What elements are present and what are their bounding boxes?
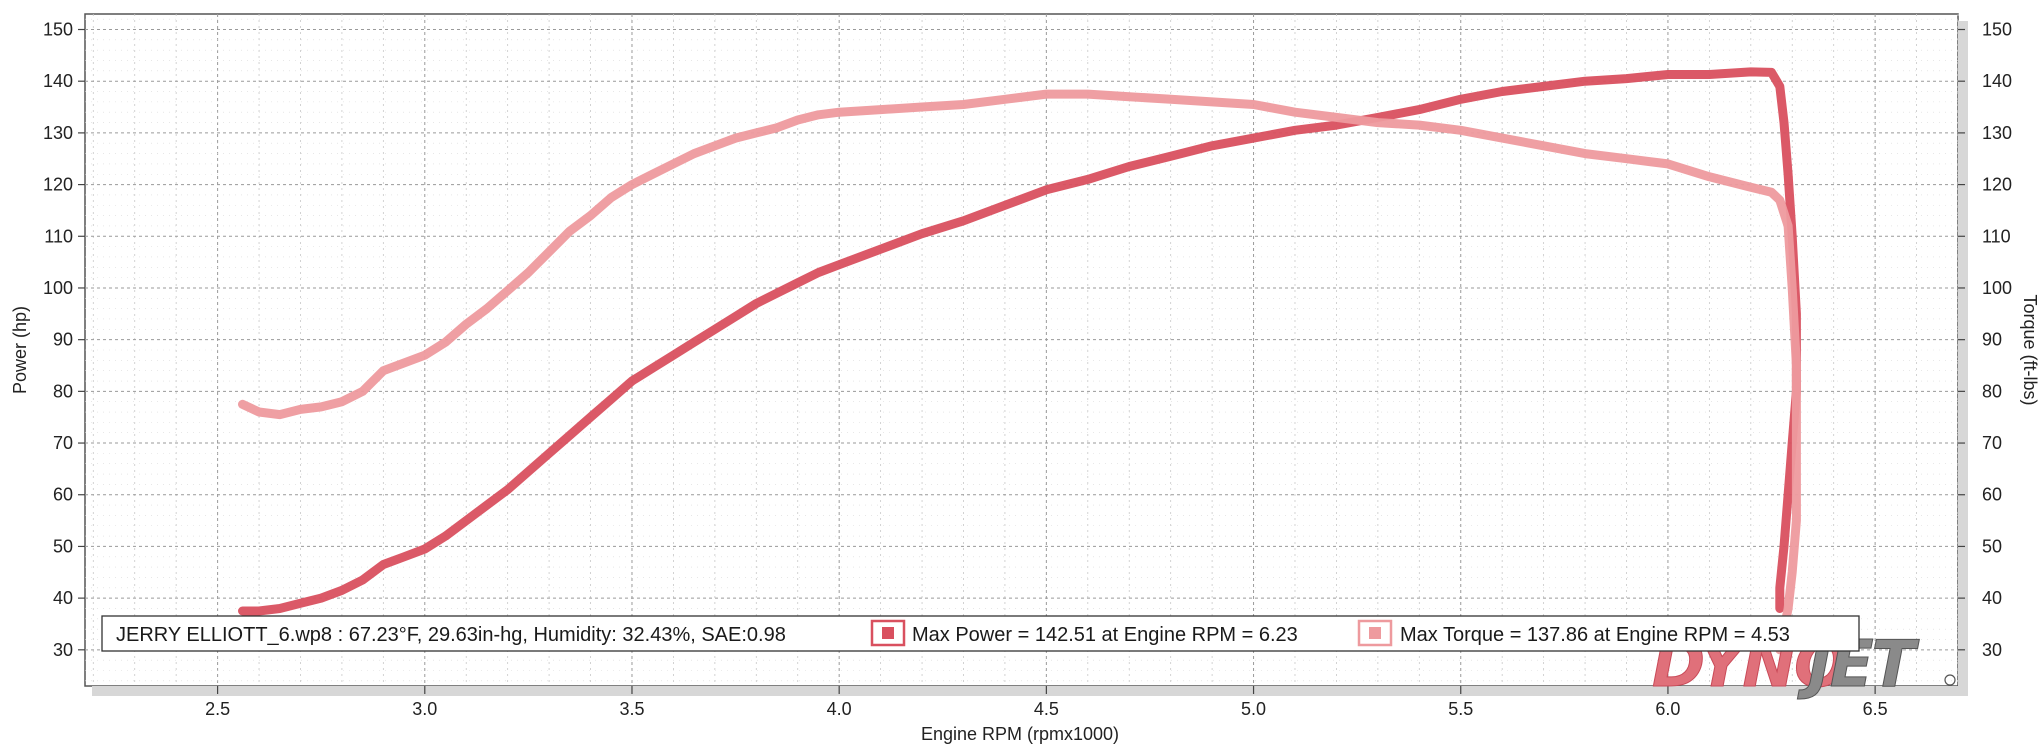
y2-tick-label: 60 [1982,485,2002,505]
y-tick-label: 60 [53,485,73,505]
legend-power-swatch-frame [870,619,906,647]
y-tick-label: 90 [53,330,73,350]
legend-box [101,615,1860,652]
x-tick-label: 5.5 [1448,699,1473,719]
legend-torque-swatch [1369,627,1381,639]
y-tick-label: 110 [44,226,73,246]
x-tick-label: 4.0 [827,699,852,719]
x-tick-label: 5.0 [1241,699,1266,719]
y-axis-label-right: Torque (ft-lbs) [2020,294,2039,405]
y-tick-label: 130 [43,123,73,143]
plot-shadow-bottom [92,686,1965,696]
x-axis-ticks: 2.5 3.0 3.5 4.0 4.5 5.0 5.5 6.0 6.5 [205,686,1888,719]
legend-run-info: JERRY ELLIOTT_6.wp8 : 67.23°F, 29.63in-h… [116,624,786,646]
y-axis-ticks-right: 30 40 50 60 70 80 90 100 110 120 130 140 150 [1958,20,2012,660]
y2-tick-label: 120 [1982,175,2012,195]
y2-tick-label: 90 [1982,330,2002,350]
y2-tick-label: 80 [1982,381,2002,401]
y2-tick-label: 100 [1982,278,2012,298]
y-tick-label: 100 [43,278,73,298]
y2-tick-label: 50 [1982,536,2002,556]
y-tick-label: 120 [43,175,73,195]
x-tick-label: 3.0 [412,699,437,719]
y-tick-label: 40 [53,588,73,608]
y-tick-label: 140 [43,71,73,91]
legend-max-power: Max Power = 142.51 at Engine RPM = 6.23 [912,624,1298,646]
legend: JERRY ELLIOTT_6.wp8 : 67.23°F, 29.63in-h… [101,615,1860,652]
x-tick-label: 3.5 [619,699,644,719]
legend-power-swatch [882,627,894,639]
y-tick-label: 70 [53,433,73,453]
series-line-torque [238,89,1801,655]
y2-tick-label: 110 [1982,226,2011,246]
y2-tick-label: 140 [1982,71,2012,91]
x-axis-label: Engine RPM (rpmx1000) [921,724,1119,744]
y-tick-label: 150 [43,20,73,40]
x-tick-label: 4.5 [1034,699,1059,719]
x-tick-label: 2.5 [205,699,230,719]
y-axis-label-left: Power (hp) [10,306,30,394]
x-tick-label: 6.0 [1655,699,1680,719]
y-tick-label: 80 [53,381,73,401]
x-tick-label: 6.5 [1863,699,1888,719]
series-line-power [238,67,1801,616]
y-axis-ticks-left: 30 40 50 60 70 80 90 100 110 120 130 140 150 [43,20,85,660]
y-tick-label: 50 [53,536,73,556]
y-tick-label: 30 [53,640,73,660]
series-layer [238,67,1801,655]
y2-tick-label: 30 [1982,640,2002,660]
y2-tick-label: 40 [1982,588,2002,608]
y2-tick-label: 70 [1982,433,2002,453]
y2-tick-label: 130 [1982,123,2012,143]
legend-max-torque: Max Torque = 137.86 at Engine RPM = 4.53 [1400,624,1790,646]
y2-tick-label: 150 [1982,20,2012,40]
plot-shadow-right [1958,21,1968,696]
